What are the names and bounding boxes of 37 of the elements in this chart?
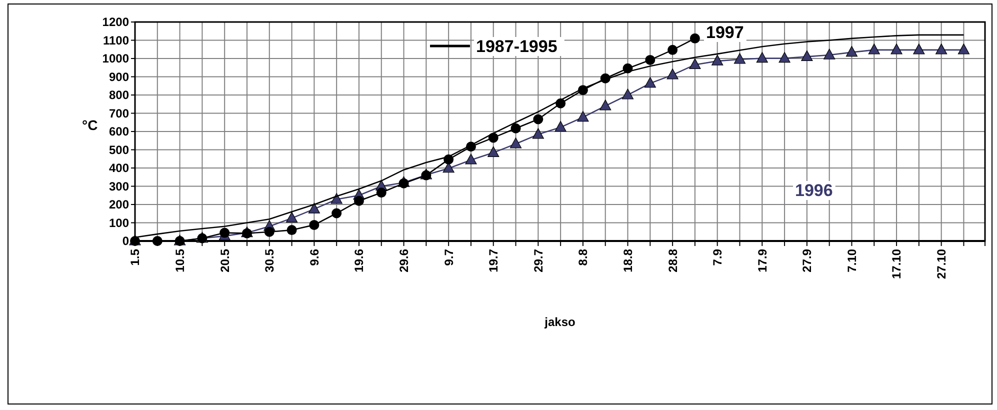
x-tick-label: 30.5 (262, 248, 277, 272)
x-tick-label: 17.10 (890, 248, 904, 280)
text: 1996 (795, 181, 833, 200)
legend-label: 1987-1995 (476, 37, 558, 56)
x-tick-label: 7.9 (710, 248, 725, 266)
y-tick-label: 500 (108, 142, 130, 157)
x-tick-label: 29.6 (396, 248, 411, 272)
y-tick-label: 600 (108, 124, 130, 139)
x-tick-label: 8.8 (576, 248, 590, 266)
x-tick-label: 28.8 (666, 248, 680, 272)
x-tick-label: 27.10 (934, 248, 949, 280)
y-tick-label: 200 (108, 198, 130, 212)
x-tick-label: 27.9 (800, 248, 814, 272)
y-tick-label: 0 (122, 234, 130, 248)
x-tick-label: 9.7 (442, 248, 456, 266)
x-tick-label: 18.8 (620, 248, 635, 272)
y-tick-label: 100 (108, 216, 130, 230)
y-tick-label: 400 (108, 161, 130, 176)
y-tick-label: 1000 (102, 52, 130, 66)
y-tick-label: 900 (108, 70, 130, 84)
x-tick-label: 10.5 (172, 248, 187, 272)
series-label: 1997 (706, 23, 744, 42)
x-tick-label: 19.7 (486, 248, 501, 272)
x-tick-label: 19.6 (352, 248, 366, 272)
y-tick-label: 700 (108, 106, 130, 120)
y-tick-label: 800 (108, 88, 130, 102)
x-tick-label: 20.5 (218, 248, 232, 272)
y-tick-label: 1100 (102, 33, 130, 48)
y-tick-label: 300 (108, 179, 130, 194)
x-tick-label: 17.9 (755, 248, 770, 272)
y-tick-label: 1200 (102, 15, 130, 30)
x-tick-label: 29.7 (531, 248, 546, 272)
x-tick-label: 7.10 (844, 248, 859, 272)
x-axis-title: jakso (544, 315, 576, 329)
y-axis-title: °C (82, 117, 98, 133)
x-tick-label: 1.5 (128, 248, 142, 266)
x-tick-label: 9.6 (307, 248, 322, 266)
